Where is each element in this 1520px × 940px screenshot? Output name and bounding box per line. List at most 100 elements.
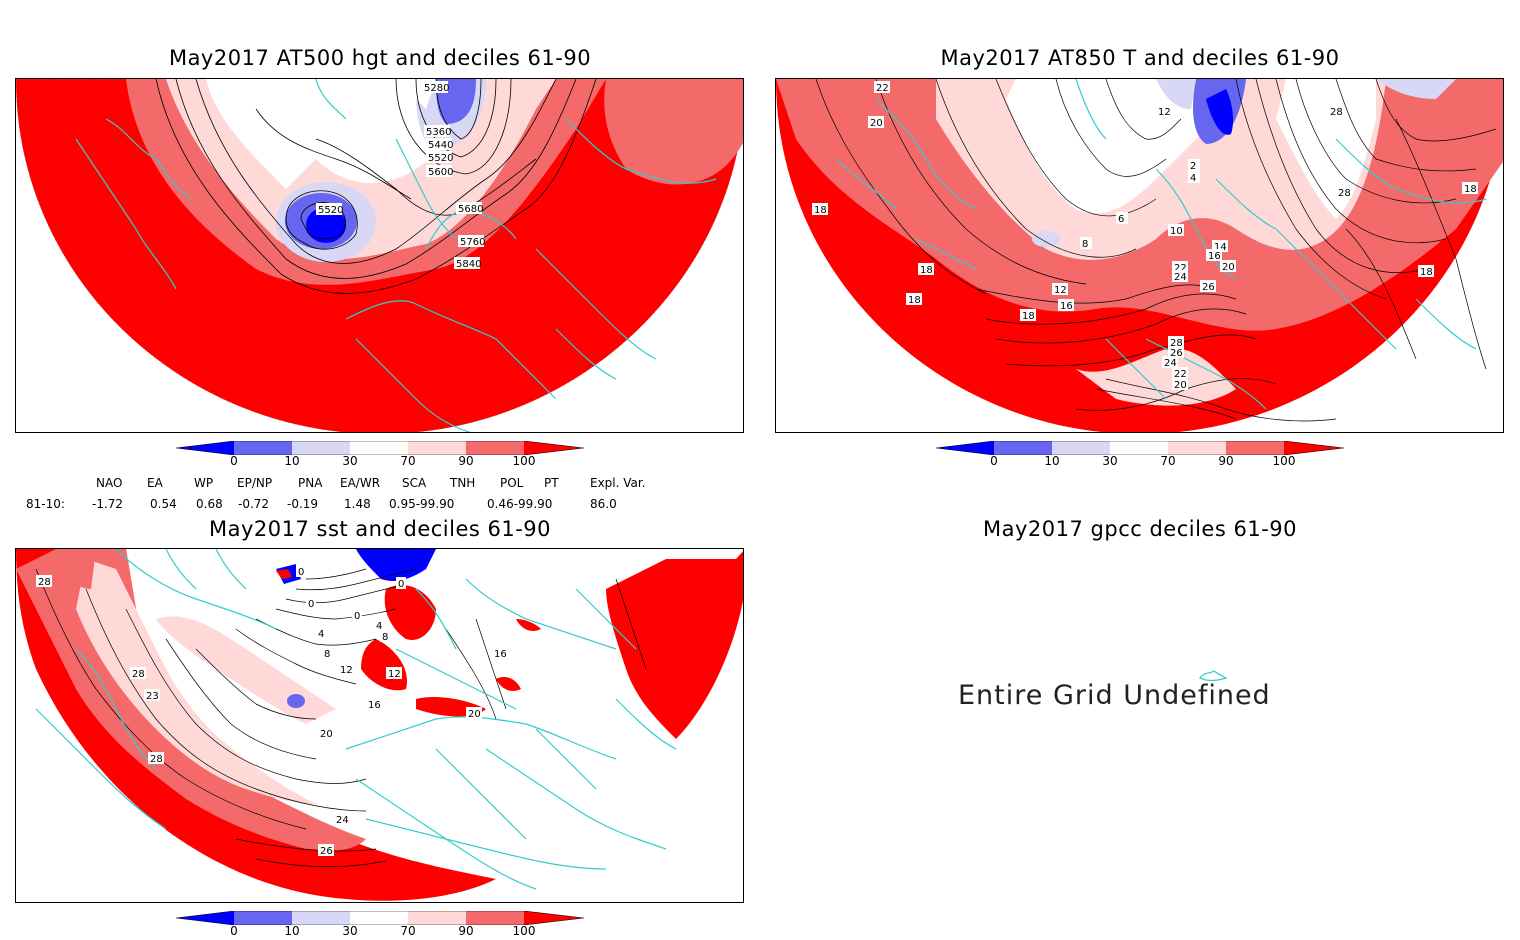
contour-label: 26 — [1202, 282, 1215, 293]
colorbar-label: 100 — [512, 454, 536, 468]
index-header: WP — [194, 476, 214, 490]
colorbar-label: 70 — [400, 454, 416, 468]
index-header: PT — [544, 476, 559, 490]
contour-label: 18 — [1022, 311, 1035, 322]
contour-label: 5280 — [424, 83, 449, 94]
colorbar-swatch — [176, 911, 234, 925]
colorbar-swatch — [176, 441, 234, 455]
contour-label: 26 — [320, 846, 333, 857]
panel-title-sst: May2017 sst and deciles 61-90 — [208, 517, 552, 541]
contour-label: 26 — [1170, 348, 1183, 359]
contour-label: 18 — [908, 295, 921, 306]
contour-label: 24 — [336, 815, 349, 826]
contour-label: 18 — [920, 265, 933, 276]
colorbar-swatch — [994, 441, 1052, 455]
colorbar-label: 10 — [284, 454, 300, 468]
contour-label: 0 — [398, 579, 404, 590]
undefined-grid-message: Entire Grid Undefined — [958, 680, 1271, 711]
contour-label: 24 — [1174, 272, 1187, 283]
colorbar-swatch — [466, 441, 524, 455]
contour-label: 18 — [1464, 184, 1477, 195]
colorbar-swatch — [524, 911, 584, 925]
contour-label: 28 — [1170, 338, 1183, 349]
contour-label: 8 — [382, 632, 388, 643]
colorbar-label: 70 — [400, 924, 416, 938]
contour-label: 2 — [1190, 161, 1196, 172]
colorbar-label: 10 — [1044, 454, 1060, 468]
colorbar-label: 90 — [1218, 454, 1234, 468]
colorbar-swatch — [1226, 441, 1284, 455]
contour-label: 5360 — [426, 127, 451, 138]
contour-label: 16 — [1060, 301, 1073, 312]
contour-label: 8 — [324, 649, 330, 660]
contour-label: 20 — [468, 709, 481, 720]
map-panel-sst: 28 28 23 28 0 0 0 4 0 4 8 8 12 12 16 16 … — [15, 548, 744, 903]
index-header: EA — [147, 476, 163, 490]
contour-label: 20 — [1174, 380, 1187, 391]
contour-label: 5600 — [428, 167, 453, 178]
colorbar-swatch — [234, 441, 292, 455]
index-header: EA/WR — [340, 476, 381, 490]
contour-label: 14 — [1214, 242, 1227, 253]
colorbar-label: 0 — [990, 454, 998, 468]
contour-label: 5440 — [428, 140, 453, 151]
contour-label: 20 — [320, 729, 333, 740]
contour-label: 18 — [814, 205, 827, 216]
index-value: -1.72 — [92, 497, 124, 511]
colorbar-label: 30 — [342, 454, 358, 468]
contour-label: 18 — [1420, 267, 1433, 278]
contour-label: 8 — [1082, 239, 1088, 250]
colorbar-swatch — [350, 441, 408, 455]
contour-label: 5840 — [456, 259, 481, 270]
contour-label: 10 — [1170, 226, 1183, 237]
panel-title-gpcc: May2017 gpcc deciles 61-90 — [983, 517, 1297, 541]
index-header: PNA — [298, 476, 323, 490]
index-header: NAO — [96, 476, 123, 490]
contour-label: 4 — [376, 621, 382, 632]
colorbar-label: 30 — [342, 924, 358, 938]
map-panel-at500: 5280 5360 5440 5520 5600 5520 5680 5760 … — [15, 78, 744, 433]
contour-label: 4 — [1190, 173, 1196, 184]
contour-label: 12 — [340, 665, 353, 676]
contour-label: 5520 — [318, 205, 343, 216]
colorbar-label: 30 — [1102, 454, 1118, 468]
panel-title-at500: May2017 AT500 hgt and deciles 61-90 — [168, 46, 592, 70]
index-value: 0.46-99.90 — [487, 497, 553, 511]
contour-label: 28 — [132, 669, 145, 680]
contour-label: 0 — [298, 567, 304, 578]
colorbar-swatch — [408, 441, 466, 455]
contour-label: 20 — [870, 118, 883, 129]
coastline-fragment — [1199, 670, 1228, 681]
contour-label: 16 — [368, 700, 381, 711]
index-header: TNH — [450, 476, 476, 490]
colorbar-label: 100 — [1272, 454, 1296, 468]
index-value: 0.95-99.90 — [389, 497, 455, 511]
colorbar-label: 0 — [230, 924, 238, 938]
contour-label: 28 — [150, 754, 163, 765]
colorbar-swatch — [1110, 441, 1168, 455]
panel-title-at850: May2017 AT850 T and deciles 61-90 — [940, 46, 1340, 70]
contour-label: 22 — [876, 83, 889, 94]
contour-label: 28 — [1330, 107, 1343, 118]
colorbar-swatch — [1168, 441, 1226, 455]
contour-label: 6 — [1118, 214, 1124, 225]
colorbar-label: 70 — [1160, 454, 1176, 468]
contour-label: 5760 — [460, 237, 485, 248]
contour-label: 22 — [1174, 263, 1187, 274]
index-value: -0.19 — [287, 497, 319, 511]
colorbar-swatch — [292, 911, 350, 925]
contour-label: 5520 — [428, 153, 453, 164]
contour-label: 24 — [1164, 358, 1177, 369]
colorbar-label: 100 — [512, 924, 536, 938]
map-panel-at850: 22 20 18 18 18 16 18 12 8 6 4 2 10 12 14… — [775, 78, 1504, 433]
colorbar-sst: 0 10 30 70 90 100 — [175, 910, 585, 940]
contour-label: 28 — [1338, 188, 1351, 199]
colorbar-swatch — [1284, 441, 1344, 455]
colorbar-label: 90 — [458, 924, 474, 938]
contour-label: 0 — [354, 611, 360, 622]
index-value: 0.68 — [196, 497, 223, 511]
contour-label: 23 — [146, 691, 159, 702]
contour-label: 16 — [494, 649, 507, 660]
colorbar-label: 10 — [284, 924, 300, 938]
colorbar-label: 90 — [458, 454, 474, 468]
